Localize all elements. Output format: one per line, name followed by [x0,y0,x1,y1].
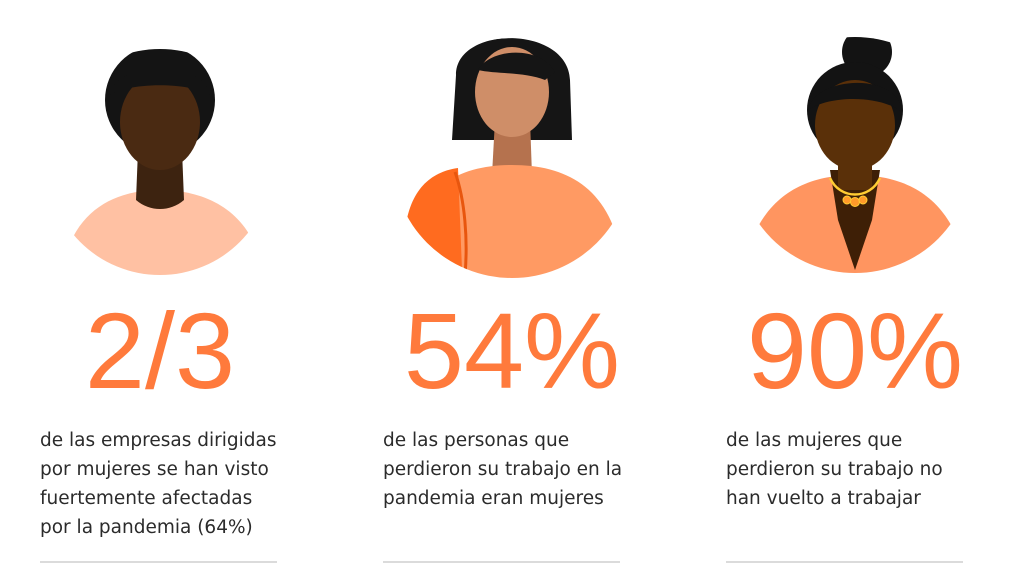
stat: 2/3 [85,290,235,411]
description-line: de las mujeres que [726,430,902,451]
description-line: perdieron su trabajo en la [383,459,622,480]
description-line: de las personas que [383,430,569,451]
description-line: fuertemente afectadas [40,488,252,509]
avatar-1 [60,49,265,275]
description-line: de las empresas dirigidas [40,430,276,451]
description-line: pandemia eran mujeres [383,488,604,509]
description-line: por la pandemia (64%) [40,517,253,538]
stat: 90% [747,290,963,411]
avatar-2 [400,38,625,278]
description-line: han vuelto a trabajar [726,488,921,509]
description-line: por mujeres se han visto [40,459,269,480]
stat: 54% [404,290,620,411]
description-line: perdieron su trabajo no [726,459,943,480]
avatar-3 [740,37,970,273]
